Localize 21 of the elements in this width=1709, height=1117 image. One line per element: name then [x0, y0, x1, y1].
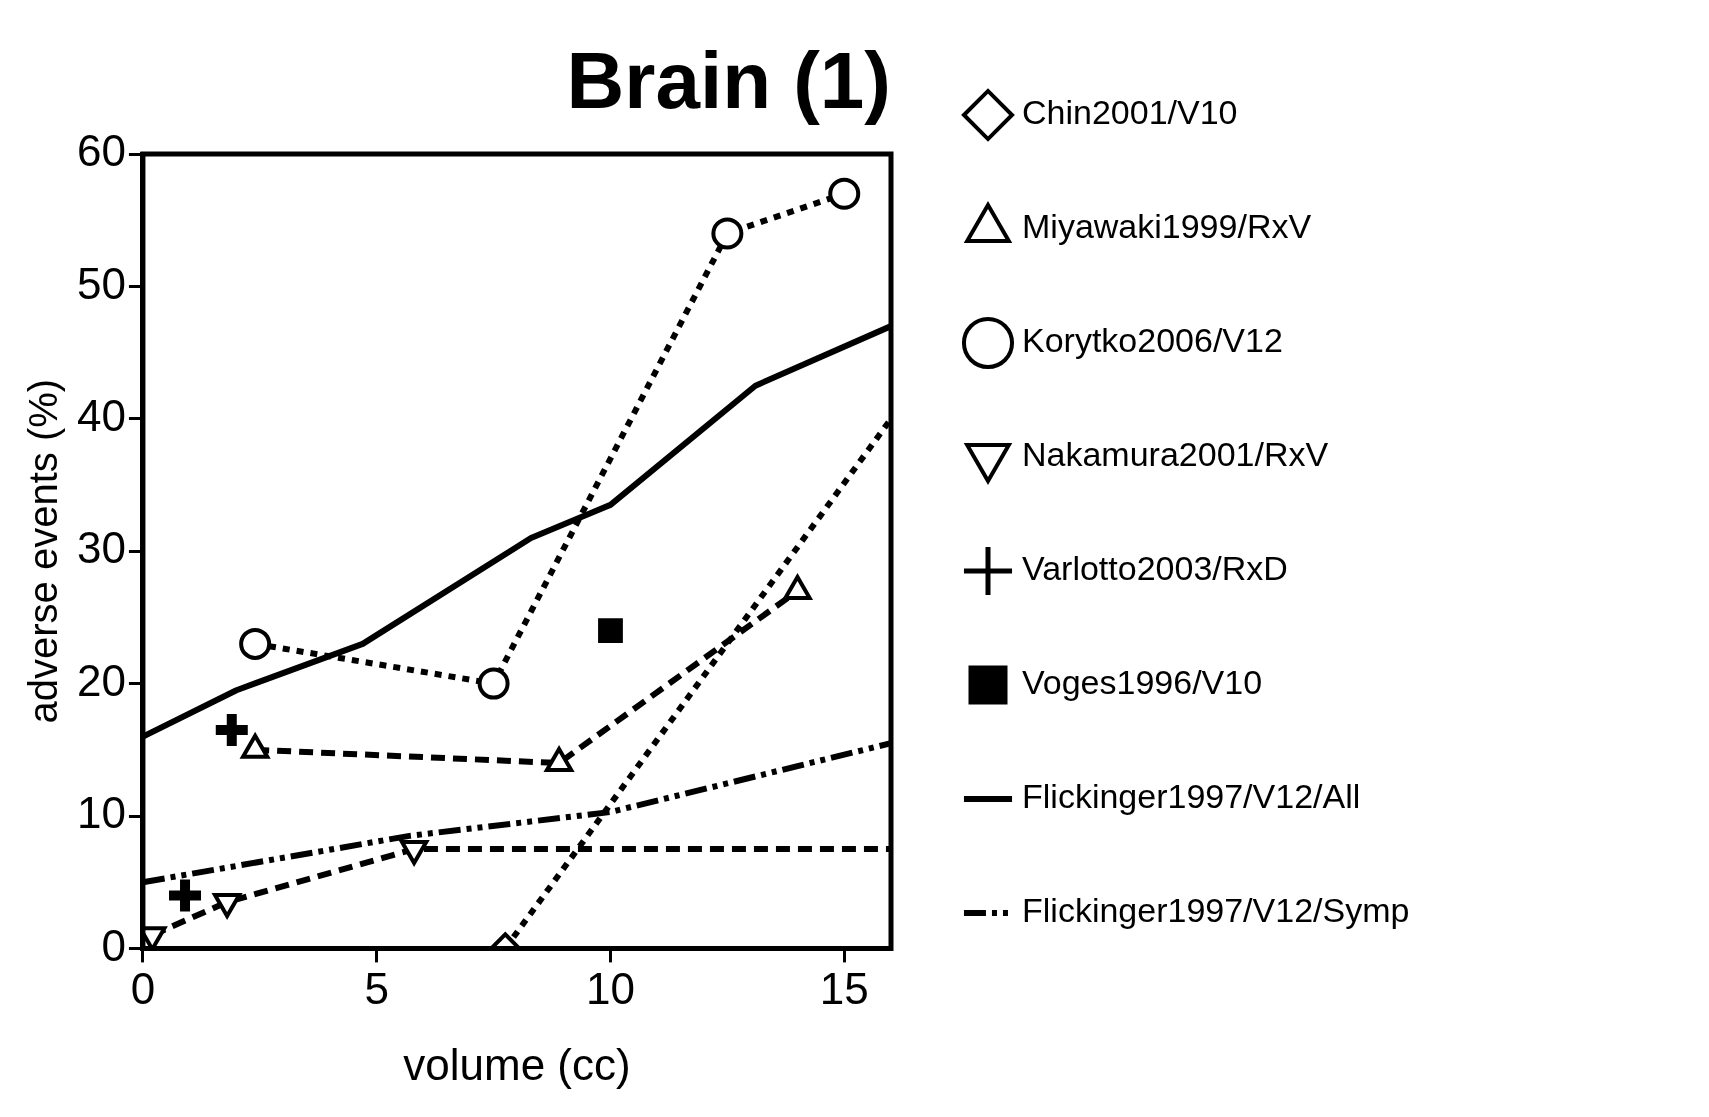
legend-label: Flickinger1997/V12/All	[1022, 777, 1361, 816]
y-tick-label: 0	[101, 920, 126, 970]
x-axis-title: volume (cc)	[403, 1039, 631, 1089]
y-tick-label: 60	[76, 126, 126, 176]
x-tick-label: 15	[819, 963, 869, 1013]
y-tick-label: 10	[76, 788, 126, 838]
x-tick-label: 10	[586, 963, 635, 1013]
legend-label: Flickinger1997/V12/Symp	[1022, 891, 1410, 930]
y-axis-title: adverse events (%)	[21, 378, 66, 724]
legend-label: Korytko2006/V12	[1022, 321, 1283, 360]
legend-label: Voges1996/V10	[1022, 663, 1263, 702]
legend-label: Varlotto2003/RxD	[1022, 549, 1288, 588]
legend-label: Miyawaki1999/RxV	[1022, 207, 1312, 246]
legend-label: Chin2001/V10	[1022, 93, 1238, 132]
legend-label: Nakamura2001/RxV	[1022, 435, 1329, 474]
y-tick-label: 40	[76, 390, 126, 440]
chart-title: Brain (1)	[566, 36, 891, 126]
y-tick-label: 20	[76, 655, 126, 705]
y-tick-label: 50	[76, 258, 126, 308]
y-tick-label: 30	[76, 523, 126, 573]
x-tick-label: 5	[364, 963, 389, 1013]
